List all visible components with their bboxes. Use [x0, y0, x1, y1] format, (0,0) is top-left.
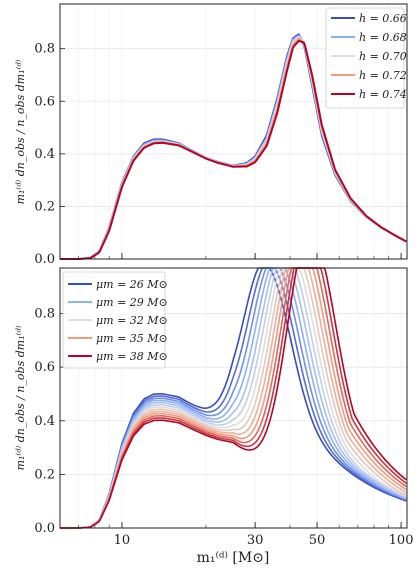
- top-legend-label-2: h = 0.68: [359, 31, 407, 44]
- bottom-lines: [60, 267, 407, 529]
- top-ytick-label: 0.0: [34, 252, 55, 267]
- top-legend-box: [325, 7, 405, 109]
- bottom-axes-frame: [59, 267, 408, 529]
- bottom-ticks: 0.0 0.2 0.4 0.6 0.8 10 30 50 100: [34, 307, 413, 548]
- top-axes-frame: [59, 3, 408, 260]
- bottom-y-axis-label: m₁⁽ᵈ⁾ dn_obs / n_obs dm₁⁽ᵈ⁾: [14, 325, 27, 470]
- bottom-xtick-label: 50: [309, 533, 326, 548]
- top-ticks: 0.0 0.2 0.4 0.6 0.8: [34, 42, 402, 267]
- top-ytick-label: 0.2: [34, 199, 55, 214]
- bottom-panel: 0.0 0.2 0.4 0.6 0.8 10 30 50 100 m₁⁽ᵈ⁾ dn_obs / …: [14, 267, 413, 548]
- top-lines: [60, 33, 407, 260]
- bottom-ytick-label: 0.2: [34, 467, 55, 482]
- bottom-xtick-label: 10: [114, 533, 131, 548]
- top-ytick-label: 0.4: [34, 147, 55, 162]
- x-axis-label: m₁⁽ᵈ⁾ [M⊙]: [197, 550, 270, 566]
- top-ytick-label: 0.6: [34, 94, 55, 109]
- top-legend-label-4: h = 0.72: [359, 69, 407, 82]
- bottom-ytick-label: 0.8: [34, 307, 55, 322]
- bottom-legend-label-3: μm = 32 M⊙: [96, 314, 168, 327]
- top-legend-label-3: h = 0.70: [359, 50, 407, 63]
- top-ytick-label: 0.8: [34, 42, 55, 57]
- top-legend: h = 0.66 h = 0.68 h = 0.70 h = 0.72 h = …: [325, 7, 407, 109]
- bottom-legend-label-1: μm = 26 M⊙: [96, 278, 168, 291]
- top-panel: 0.0 0.2 0.4 0.6 0.8 m₁⁽ᵈ⁾ dn_obs / n_obs dm₁…: [14, 3, 408, 267]
- top-legend-label-1: h = 0.66: [359, 12, 407, 25]
- bottom-xtick-label: 30: [247, 533, 264, 548]
- bottom-legend-label-5: μm = 38 M⊙: [96, 350, 168, 363]
- bottom-legend-label-4: μm = 35 M⊙: [96, 332, 168, 345]
- bottom-ytick-label: 0.6: [34, 360, 55, 375]
- bottom-xtick-label: 100: [389, 533, 414, 548]
- top-legend-label-5: h = 0.74: [359, 88, 407, 101]
- bottom-ytick-label: 0.0: [34, 521, 55, 536]
- bottom-legend: μm = 26 M⊙ μm = 29 M⊙ μm = 32 M⊙ μm = 35…: [62, 271, 168, 369]
- bottom-legend-box: [62, 271, 166, 369]
- top-series-line-5: [60, 39, 407, 260]
- bottom-series-line-13: [60, 267, 407, 529]
- top-y-axis-label: m₁⁽ᵈ⁾ dn_obs / n_obs dm₁⁽ᵈ⁾: [14, 59, 27, 204]
- bottom-legend-label-2: μm = 29 M⊙: [96, 296, 168, 309]
- bottom-ytick-label: 0.4: [34, 414, 55, 429]
